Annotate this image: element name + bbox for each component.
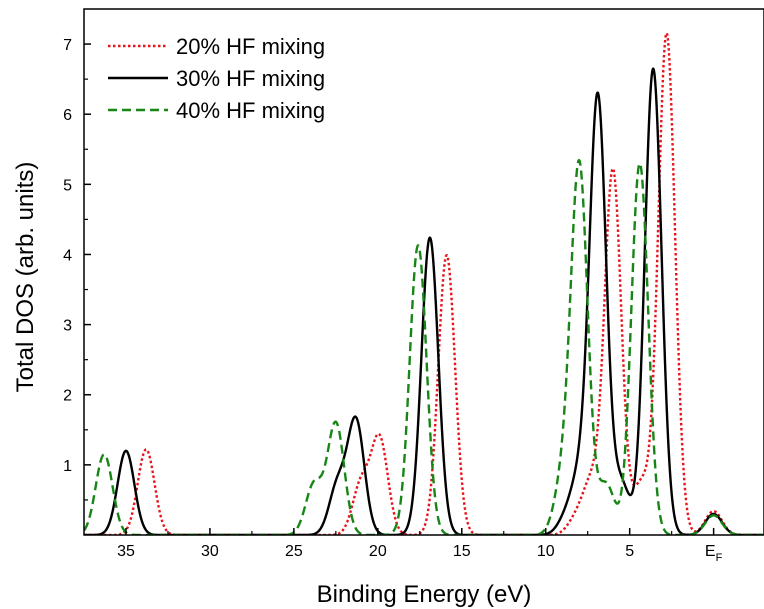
- y-tick-label: 6: [63, 107, 72, 124]
- x-axis-label: Binding Energy (eV): [317, 581, 532, 608]
- series-line: [84, 31, 764, 535]
- y-axis-ticks: 1 2 3 4 5 6 7: [63, 37, 91, 501]
- legend-label: 40% HF mixing: [176, 98, 325, 123]
- series-line: [84, 158, 764, 535]
- x-tick-label: EF: [705, 543, 723, 564]
- y-tick-label: 2: [63, 388, 72, 405]
- series-layer: [84, 31, 764, 535]
- x-tick-label: 20: [369, 543, 387, 560]
- y-tick-label: 7: [63, 37, 72, 54]
- x-tick-label: 35: [117, 543, 135, 560]
- x-axis-ticks: 35 30 25 20 15 10 5 EF: [117, 528, 723, 564]
- x-tick-label: 10: [537, 543, 555, 560]
- y-tick-label: 1: [63, 458, 72, 475]
- x-tick-label: 30: [201, 543, 219, 560]
- y-tick-label: 4: [63, 247, 72, 264]
- x-tick-label: 5: [625, 543, 634, 560]
- y-axis-label: Total DOS (arb. units): [12, 162, 39, 393]
- series-line: [84, 67, 764, 535]
- y-tick-label: 5: [63, 177, 72, 194]
- x-tick-label: 25: [285, 543, 303, 560]
- plot-frame: [83, 8, 764, 536]
- legend-label: 30% HF mixing: [176, 66, 325, 91]
- legend: 20% HF mixing 30% HF mixing 40% HF mixing: [108, 34, 325, 123]
- x-tick-label: 15: [453, 543, 471, 560]
- y-tick-label: 3: [63, 318, 72, 335]
- legend-label: 20% HF mixing: [176, 34, 325, 59]
